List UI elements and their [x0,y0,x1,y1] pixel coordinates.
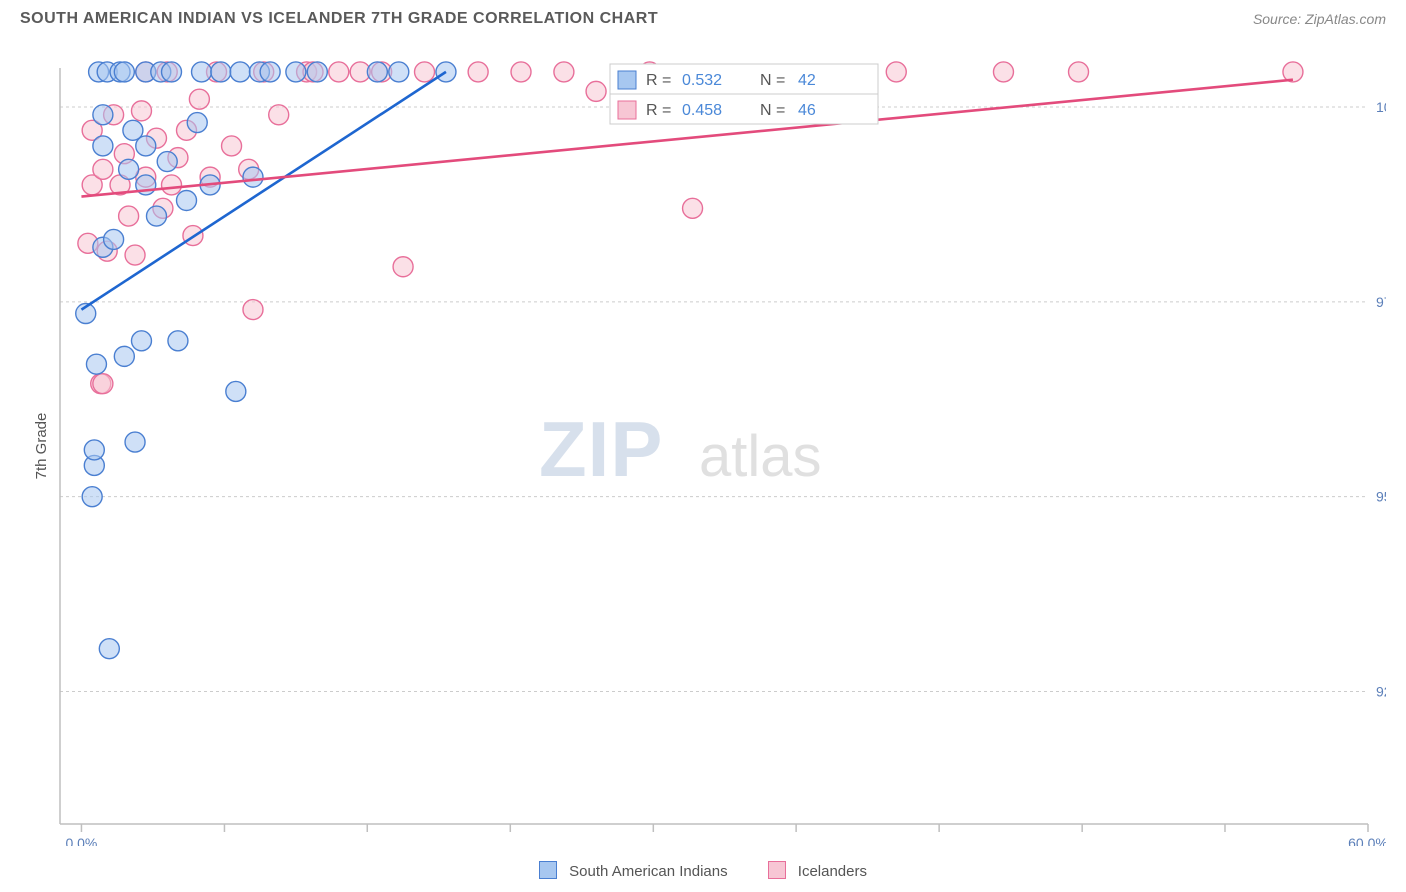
data-point-pink [119,206,139,226]
data-point-blue [82,487,102,507]
y-tick-label: 95.0% [1376,489,1386,505]
chart-header: SOUTH AMERICAN INDIAN VS ICELANDER 7TH G… [0,0,1406,34]
data-point-blue [389,62,409,82]
stat-swatch-pink [618,101,636,119]
data-point-blue [177,190,197,210]
data-point-pink [511,62,531,82]
data-point-pink [586,81,606,101]
data-point-blue [226,381,246,401]
x-tick-label-left: 0.0% [65,835,97,846]
data-point-blue [131,331,151,351]
legend-label-pink: Icelanders [798,863,867,880]
bottom-legend: South American Indians Icelanders [0,861,1406,880]
data-point-pink [393,257,413,277]
legend-swatch-blue [539,861,557,879]
data-point-blue [119,159,139,179]
data-point-blue [230,62,250,82]
data-point-blue [260,62,280,82]
data-point-blue [243,167,263,187]
data-point-pink [468,62,488,82]
stat-n-label: N = [760,72,785,89]
data-point-blue [192,62,212,82]
data-point-pink [93,374,113,394]
chart-source: Source: ZipAtlas.com [1253,11,1386,27]
chart-area: 92.5% 95.0% 97.5% 100.0% 0.0% 60.0% ZIP atlas R … [48,56,1386,846]
data-point-pink [162,175,182,195]
legend-item-pink: Icelanders [768,861,867,880]
watermark-atlas: atlas [699,424,822,489]
stat-r-label: R = [646,102,671,119]
legend-label-blue: South American Indians [569,863,727,880]
data-point-blue [307,62,327,82]
data-point-pink [1283,62,1303,82]
data-point-blue [114,346,134,366]
x-tick-label-right: 60.0% [1348,835,1386,846]
data-point-blue [125,432,145,452]
stat-swatch-blue [618,71,636,89]
data-point-pink [993,62,1013,82]
data-point-blue [93,136,113,156]
y-tick-label: 92.5% [1376,684,1386,700]
data-point-blue [146,206,166,226]
stat-r-value-pink: 0.458 [682,102,722,119]
stat-n-value-pink: 46 [798,102,816,119]
legend-item-blue: South American Indians [539,861,728,880]
data-point-pink [415,62,435,82]
data-point-blue [168,331,188,351]
data-point-blue [211,62,231,82]
stat-r-label: R = [646,72,671,89]
data-point-blue [136,136,156,156]
data-point-blue [157,152,177,172]
data-point-blue [286,62,306,82]
y-tick-label: 100.0% [1376,99,1386,115]
data-point-pink [269,105,289,125]
data-point-pink [125,245,145,265]
data-point-blue [84,440,104,460]
data-point-pink [329,62,349,82]
y-tick-label: 97.5% [1376,294,1386,310]
data-point-pink [222,136,242,156]
data-point-pink [131,101,151,121]
stat-n-value-blue: 42 [798,72,816,89]
data-point-blue [104,229,124,249]
data-point-pink [683,198,703,218]
data-point-pink [886,62,906,82]
data-point-blue [367,62,387,82]
data-point-pink [554,62,574,82]
data-point-blue [187,113,207,133]
data-point-blue [162,62,182,82]
data-point-blue [99,639,119,659]
stat-r-value-blue: 0.532 [682,72,722,89]
watermark-zip: ZIP [539,405,663,493]
data-point-pink [189,89,209,109]
stat-n-label: N = [760,102,785,119]
scatter-plot-svg: 92.5% 95.0% 97.5% 100.0% 0.0% 60.0% ZIP atlas R … [48,56,1386,846]
data-point-pink [1069,62,1089,82]
data-point-pink [93,159,113,179]
data-point-blue [86,354,106,374]
data-point-blue [114,62,134,82]
data-point-pink [243,300,263,320]
chart-title: SOUTH AMERICAN INDIAN VS ICELANDER 7TH G… [20,10,658,28]
legend-swatch-pink [768,861,786,879]
data-point-blue [93,105,113,125]
